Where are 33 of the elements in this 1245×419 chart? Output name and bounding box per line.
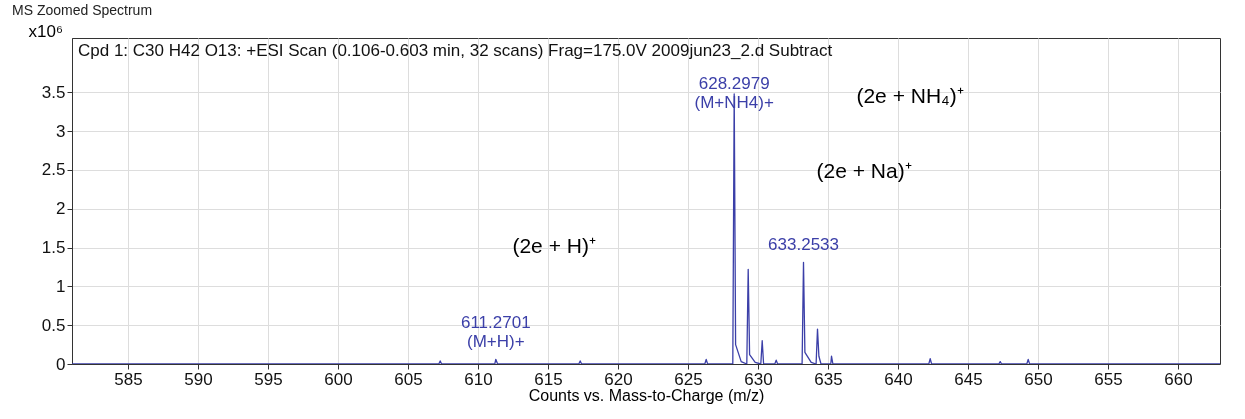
x-tick-label: 640 xyxy=(884,369,913,389)
x-tick-label: 610 xyxy=(464,369,493,389)
y-tick-label: 1.5 xyxy=(41,238,66,258)
y-tick-label: 3 xyxy=(56,121,66,141)
y-tick-label: 0.5 xyxy=(41,315,66,335)
x-tick-label: 650 xyxy=(1024,369,1053,389)
annotation: 611.2701 (M+H)+ xyxy=(460,313,531,352)
x-tick-label: 660 xyxy=(1164,369,1193,389)
x-tick-label: 590 xyxy=(184,369,213,389)
x-tick-label: 620 xyxy=(604,369,633,389)
y-tick-label: 3.5 xyxy=(41,82,66,102)
y-tick-label: 2 xyxy=(56,199,66,219)
annotation: (2e + NH₄)⁺ xyxy=(856,83,964,107)
chart-subtitle: Cpd 1: C30 H42 O13: +ESI Scan (0.106-0.603 min, 32 scans) Frag=175.0V 2009jun23_2.d Subtract xyxy=(78,41,833,60)
x-tick-label: 645 xyxy=(954,369,983,389)
annotation: 633.2533 xyxy=(768,235,839,255)
y-tick-label: 1 xyxy=(56,276,66,296)
y-axis-title: x10⁶ xyxy=(28,21,63,41)
x-tick-label: 585 xyxy=(114,369,143,389)
x-tick-label: 635 xyxy=(814,369,843,389)
x-tick-label: 630 xyxy=(744,369,773,389)
chart-title: MS Zoomed Spectrum xyxy=(12,2,153,18)
x-tick-label: 655 xyxy=(1094,369,1123,389)
x-axis-title: Counts vs. Mass-to-Charge (m/z) xyxy=(528,386,765,404)
x-tick-label: 595 xyxy=(254,369,283,389)
x-tick-label: 605 xyxy=(394,369,423,389)
x-tick-label: 600 xyxy=(324,369,353,389)
x-tick-label: 615 xyxy=(534,369,563,389)
y-tick-label: 0 xyxy=(56,354,66,374)
x-tick-label: 625 xyxy=(674,369,703,389)
annotation: (2e + Na)⁺ xyxy=(816,158,912,182)
y-tick-label: 2.5 xyxy=(41,160,66,180)
annotation: (2e + H)⁺ xyxy=(512,233,596,257)
